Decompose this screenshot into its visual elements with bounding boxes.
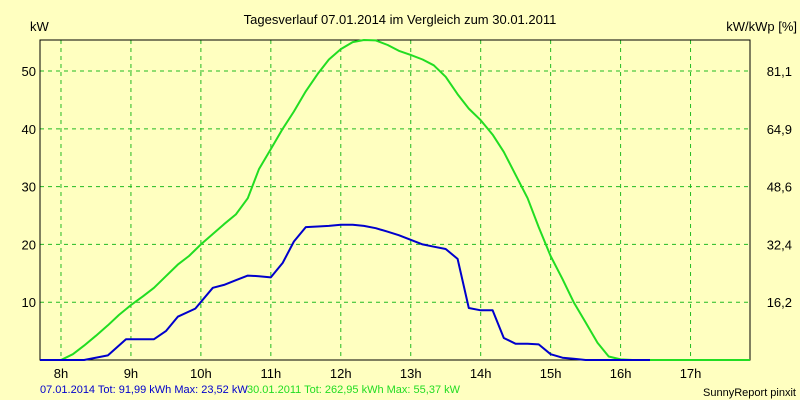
series-line-2 — [40, 39, 750, 361]
x-tick-label: 16h — [610, 366, 632, 381]
x-tick-label: 15h — [540, 366, 562, 381]
x-tick-label: 8h — [54, 366, 68, 381]
series-lines — [40, 39, 750, 361]
x-tick-label: 12h — [330, 366, 352, 381]
series-line-1 — [40, 223, 650, 361]
y-tick-label-left: 10 — [22, 295, 36, 310]
plot-frame — [39, 39, 751, 361]
y-axis-right-label: kW/kWp [%] — [726, 19, 797, 34]
x-tick-label: 9h — [124, 366, 138, 381]
x-tick-label: 17h — [680, 366, 702, 381]
y-tick-label-right: 48,6 — [767, 180, 792, 195]
y-tick-label-right: 81,1 — [767, 64, 792, 79]
grid — [40, 40, 750, 360]
y-tick-label-right: 32,4 — [767, 237, 792, 252]
axis-ticks: 8h 9h 10h 11h 12h 13h 14h 15h 16h 17h 10 16,2 20 32,4… — [22, 64, 792, 381]
x-tick-label: 10h — [190, 366, 212, 381]
y-tick-label-right: 64,9 — [767, 122, 792, 137]
y-tick-label-left: 30 — [22, 180, 36, 195]
credit-text: SunnyReport pinxit — [703, 387, 796, 399]
chart-title: Tagesverlauf 07.01.2014 im Vergleich zum… — [244, 12, 557, 27]
y-tick-label-left: 20 — [22, 237, 36, 252]
x-tick-label: 13h — [400, 366, 422, 381]
legend-series-1: 07.01.2014 Tot: 91,99 kWh Max: 23,52 kW — [40, 384, 248, 396]
x-tick-label: 11h — [260, 366, 281, 381]
y-tick-label-right: 16,2 — [767, 295, 792, 310]
y-axis-left-label: kW — [30, 19, 50, 34]
y-tick-label-left: 40 — [22, 122, 36, 137]
y-tick-label-left: 50 — [22, 64, 36, 79]
legend-series-2: 30.01.2011 Tot: 262,95 kWh Max: 55,37 kW — [247, 384, 461, 396]
x-tick-label: 14h — [470, 366, 492, 381]
